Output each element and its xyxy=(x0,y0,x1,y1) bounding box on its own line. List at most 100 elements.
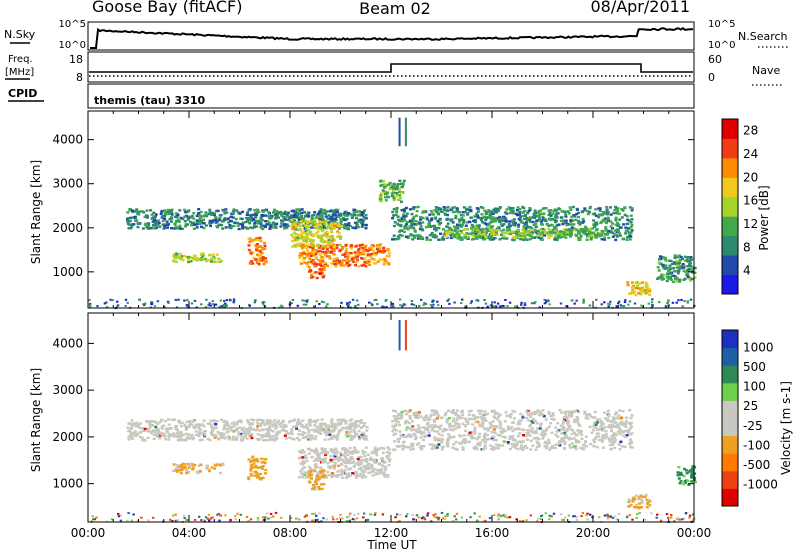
scatter-cell xyxy=(397,218,401,221)
scatter-cell xyxy=(308,246,312,249)
scatter-cell xyxy=(332,239,336,242)
scatter-cell xyxy=(261,256,265,259)
scatter-cell xyxy=(300,247,304,250)
scatter-cell xyxy=(528,434,532,437)
scatter-cell xyxy=(570,228,574,232)
scatter-cell xyxy=(541,437,545,440)
scatter-cell xyxy=(407,410,410,414)
scatter-cell xyxy=(342,426,346,430)
scatter-streak xyxy=(398,117,401,147)
y-tick-label: 1000 xyxy=(52,265,83,279)
scatter-cell xyxy=(626,235,630,239)
scatter-cell xyxy=(302,451,306,454)
scatter-cell xyxy=(360,435,364,438)
scatter-cell xyxy=(297,208,301,211)
scatter-cell xyxy=(193,299,197,302)
scatter-cell xyxy=(268,423,272,426)
scatter-cell xyxy=(560,216,564,219)
scatter-cell xyxy=(187,215,191,218)
scatter-cell xyxy=(215,420,219,423)
scatter-cell xyxy=(347,472,351,475)
scatter-cell xyxy=(456,416,460,419)
scatter-cell xyxy=(326,255,329,258)
scatter-cell xyxy=(413,434,417,438)
scatter-cell xyxy=(611,231,615,235)
scatter-cell xyxy=(361,459,365,462)
scatter-cell xyxy=(628,233,632,237)
scatter-cell xyxy=(300,230,304,233)
scatter-cell xyxy=(223,424,227,427)
power-ylabel: Slant Range [km] xyxy=(29,160,43,264)
scatter-cell xyxy=(343,469,347,472)
scatter-cell xyxy=(373,258,377,261)
scatter-cell xyxy=(157,221,161,225)
scatter-cell xyxy=(197,464,201,468)
scatter-cell xyxy=(168,433,172,436)
scatter-cell xyxy=(258,238,262,242)
scatter-cell xyxy=(452,435,456,438)
scatter-cell xyxy=(411,447,415,451)
scatter-cell xyxy=(358,244,362,247)
scatter-cell xyxy=(316,243,320,246)
scatter-cell xyxy=(538,443,541,447)
scatter-cell xyxy=(135,219,138,223)
scatter-cell xyxy=(178,209,182,212)
scatter-cell xyxy=(420,445,424,448)
scatter-cell xyxy=(430,428,434,432)
scatter-cell xyxy=(673,256,677,259)
scatter-cell xyxy=(247,209,251,212)
scatter-cell xyxy=(488,213,492,217)
scatter-cell xyxy=(362,216,366,219)
scatter-cell xyxy=(545,427,549,430)
scatter-cell xyxy=(306,234,309,237)
scatter-cell xyxy=(339,235,343,238)
scatter-cell xyxy=(264,260,268,263)
scatter-cell xyxy=(368,247,372,250)
scatter-cell xyxy=(297,228,301,232)
freq-step-line xyxy=(89,63,693,73)
scatter-cell xyxy=(412,432,416,436)
scatter-cell xyxy=(207,304,210,307)
scatter-cell xyxy=(483,447,487,450)
scatter-cell xyxy=(432,303,435,306)
scatter-cell xyxy=(388,458,392,461)
scatter-cell xyxy=(480,218,483,222)
scatter-cell xyxy=(319,244,323,248)
scatter-cell xyxy=(554,443,558,446)
scatter-cell xyxy=(330,250,334,253)
scatter-cell xyxy=(563,416,567,419)
scatter-cell xyxy=(671,280,675,284)
scatter-cell xyxy=(303,299,307,302)
scatter-cell xyxy=(579,446,583,450)
scatter-cell xyxy=(360,433,364,437)
scatter-cell xyxy=(499,223,503,226)
scatter-cell xyxy=(475,236,479,239)
scatter-cell xyxy=(359,419,363,422)
scatter-cell xyxy=(318,456,321,459)
scatter-cell xyxy=(383,468,387,472)
scatter-cell xyxy=(463,234,467,237)
scatter-cell xyxy=(511,409,515,413)
scatter-cell xyxy=(181,433,185,436)
scatter-cell xyxy=(354,423,357,426)
scatter-cell xyxy=(322,220,326,223)
scatter-cell xyxy=(368,258,372,262)
scatter-cell xyxy=(527,233,531,236)
scatter-cell xyxy=(341,426,344,430)
scatter-cell xyxy=(616,209,620,213)
scatter-cell xyxy=(392,198,396,202)
scatter-cell xyxy=(626,222,630,225)
scatter-cell xyxy=(307,261,311,264)
scatter-cell xyxy=(566,410,570,413)
scatter-cell xyxy=(538,413,542,417)
scatter-cell xyxy=(309,269,313,272)
scatter-cell xyxy=(191,436,195,440)
scatter-cell xyxy=(539,220,543,223)
scatter-cell xyxy=(443,208,446,212)
scatter-cell xyxy=(354,253,358,257)
scatter-cell xyxy=(623,213,627,217)
scatter-cell xyxy=(569,223,573,226)
scatter-cell xyxy=(184,210,188,214)
scatter-cell xyxy=(521,228,525,231)
scatter-cell xyxy=(332,211,336,214)
